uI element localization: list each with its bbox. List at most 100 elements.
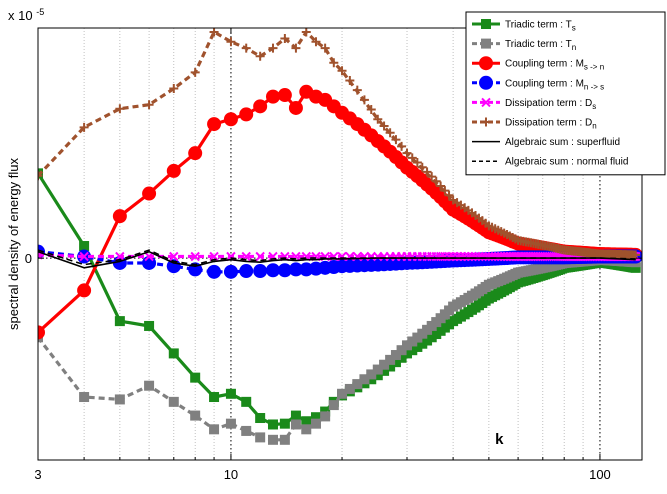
data-point: [241, 396, 252, 407]
legend-entry-5: Dissipation term : Dn: [472, 117, 597, 131]
data-point: [239, 107, 254, 122]
legend-marker: [481, 38, 491, 49]
data-point: [112, 209, 127, 224]
data-point: [166, 163, 181, 178]
data-point: [207, 117, 222, 132]
data-point: [253, 99, 268, 114]
data-point: [241, 43, 251, 53]
data-point: [359, 95, 369, 105]
data-point: [114, 394, 125, 405]
legend-entry-0: Triadic term : Ts: [472, 19, 576, 33]
data-point: [277, 263, 292, 278]
data-point: [385, 128, 395, 138]
data-point: [431, 176, 441, 186]
data-point: [79, 122, 89, 132]
data-point: [407, 345, 418, 356]
data-point: [265, 89, 280, 104]
data-point: [390, 350, 401, 361]
y-tick-label: 0: [25, 251, 32, 266]
plot-frame: [37, 27, 643, 461]
legend-label: Triadic term : Tn: [505, 39, 576, 52]
data-point: [190, 251, 200, 262]
data-point: [188, 146, 203, 161]
data-point: [366, 369, 377, 380]
legend-marker: [481, 117, 491, 127]
legend-marker: [481, 19, 491, 29]
data-point: [190, 410, 201, 421]
data-point: [427, 172, 437, 182]
data-point: [190, 372, 201, 383]
data-point: [209, 392, 220, 403]
data-point: [379, 365, 390, 376]
data-point: [372, 364, 383, 375]
data-point: [422, 167, 432, 177]
data-point: [311, 37, 321, 47]
y-exponent-base: x 10: [8, 8, 33, 23]
legend-label: Dissipation term : Ds: [505, 98, 596, 111]
legend-marker: [479, 75, 493, 90]
x-tick-label: 3: [34, 467, 41, 482]
data-point: [320, 43, 330, 53]
data-point: [190, 67, 200, 77]
data-point: [452, 251, 462, 262]
data-point: [337, 388, 348, 399]
data-point: [223, 112, 238, 127]
legend-label: Algebraic sum : superfluid: [505, 137, 620, 148]
data-point: [225, 388, 236, 399]
data-point: [407, 336, 418, 347]
legend-label: Algebraic sum : normal fluid: [505, 157, 628, 168]
data-point: [209, 28, 219, 37]
legend-entry-4: Dissipation term : Ds: [472, 97, 596, 111]
data-point: [277, 88, 292, 103]
data-point: [385, 354, 396, 365]
data-point: [412, 158, 422, 168]
k-annotation: k: [495, 431, 504, 448]
data-point: [396, 345, 407, 356]
data-point: [144, 100, 154, 110]
data-point: [255, 432, 266, 443]
data-point: [630, 262, 641, 273]
data-point: [77, 283, 92, 298]
data-point: [279, 418, 290, 429]
data-point: [456, 251, 466, 262]
data-point: [359, 374, 370, 385]
data-point: [402, 348, 413, 359]
data-point: [166, 259, 181, 274]
series-line: [38, 249, 636, 266]
data-point: [352, 379, 363, 390]
data-point: [345, 75, 355, 85]
data-point: [440, 186, 450, 196]
legend: Triadic term : Ts Triadic term : Tn Coupli…: [465, 11, 666, 176]
x-tick-label: 100: [589, 467, 611, 482]
data-point: [352, 85, 362, 95]
data-point: [144, 251, 154, 262]
legend-entry-1: Triadic term : Tn: [472, 38, 576, 52]
series-5: [38, 28, 641, 260]
data-point: [337, 66, 347, 76]
data-point: [402, 148, 412, 158]
data-point: [290, 410, 301, 421]
data-point: [225, 418, 236, 429]
data-point: [268, 43, 278, 53]
data-point: [38, 325, 45, 340]
data-point: [385, 361, 396, 372]
y-exponent-label: x 10 -5: [8, 7, 44, 23]
data-point: [168, 396, 179, 407]
data-point: [459, 251, 470, 262]
data-point: [241, 425, 252, 436]
legend-marker: [481, 97, 491, 108]
data-point: [329, 58, 339, 68]
data-point: [320, 411, 331, 422]
data-point: [291, 43, 301, 53]
data-point: [373, 114, 383, 124]
data-point: [267, 434, 278, 445]
data-point: [255, 251, 265, 262]
series-line: [38, 258, 636, 442]
data-point: [397, 141, 407, 151]
data-point: [144, 320, 155, 331]
data-point: [310, 412, 321, 423]
series-layer: [38, 28, 642, 445]
data-point: [463, 251, 474, 262]
data-point: [38, 171, 43, 181]
